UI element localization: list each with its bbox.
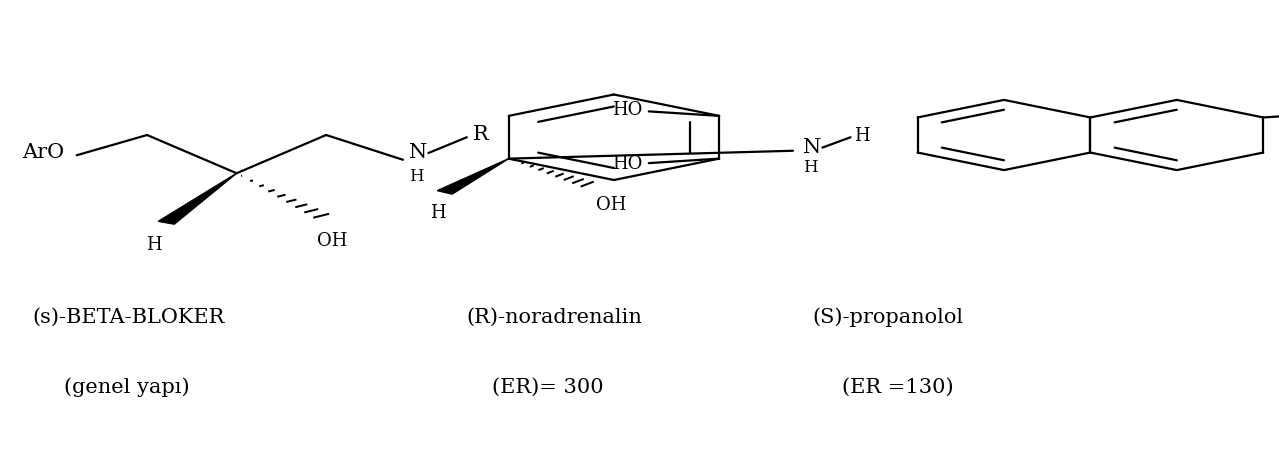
Text: (S)-propanolol: (S)-propanolol: [812, 307, 963, 327]
Text: (ER)= 300: (ER)= 300: [492, 378, 604, 396]
Text: (ER =130): (ER =130): [842, 378, 953, 396]
Text: HO: HO: [613, 101, 642, 119]
Text: H: H: [409, 168, 423, 185]
Text: N: N: [803, 138, 821, 157]
Text: H: H: [146, 236, 161, 254]
Text: H: H: [854, 127, 870, 145]
Text: (genel yapı): (genel yapı): [64, 377, 189, 397]
Text: (R)-noradrenalin: (R)-noradrenalin: [467, 308, 643, 327]
Text: H: H: [431, 203, 446, 222]
Polygon shape: [437, 159, 509, 194]
Text: N: N: [409, 144, 427, 162]
Text: OH: OH: [317, 232, 348, 250]
Polygon shape: [159, 173, 237, 224]
Text: HO: HO: [613, 156, 642, 174]
Text: ArO: ArO: [22, 144, 64, 162]
Text: (s)-BETA-BLOKER: (s)-BETA-BLOKER: [32, 308, 224, 327]
Text: H: H: [803, 159, 817, 176]
Text: R: R: [473, 126, 489, 144]
Text: OH: OH: [596, 196, 625, 214]
